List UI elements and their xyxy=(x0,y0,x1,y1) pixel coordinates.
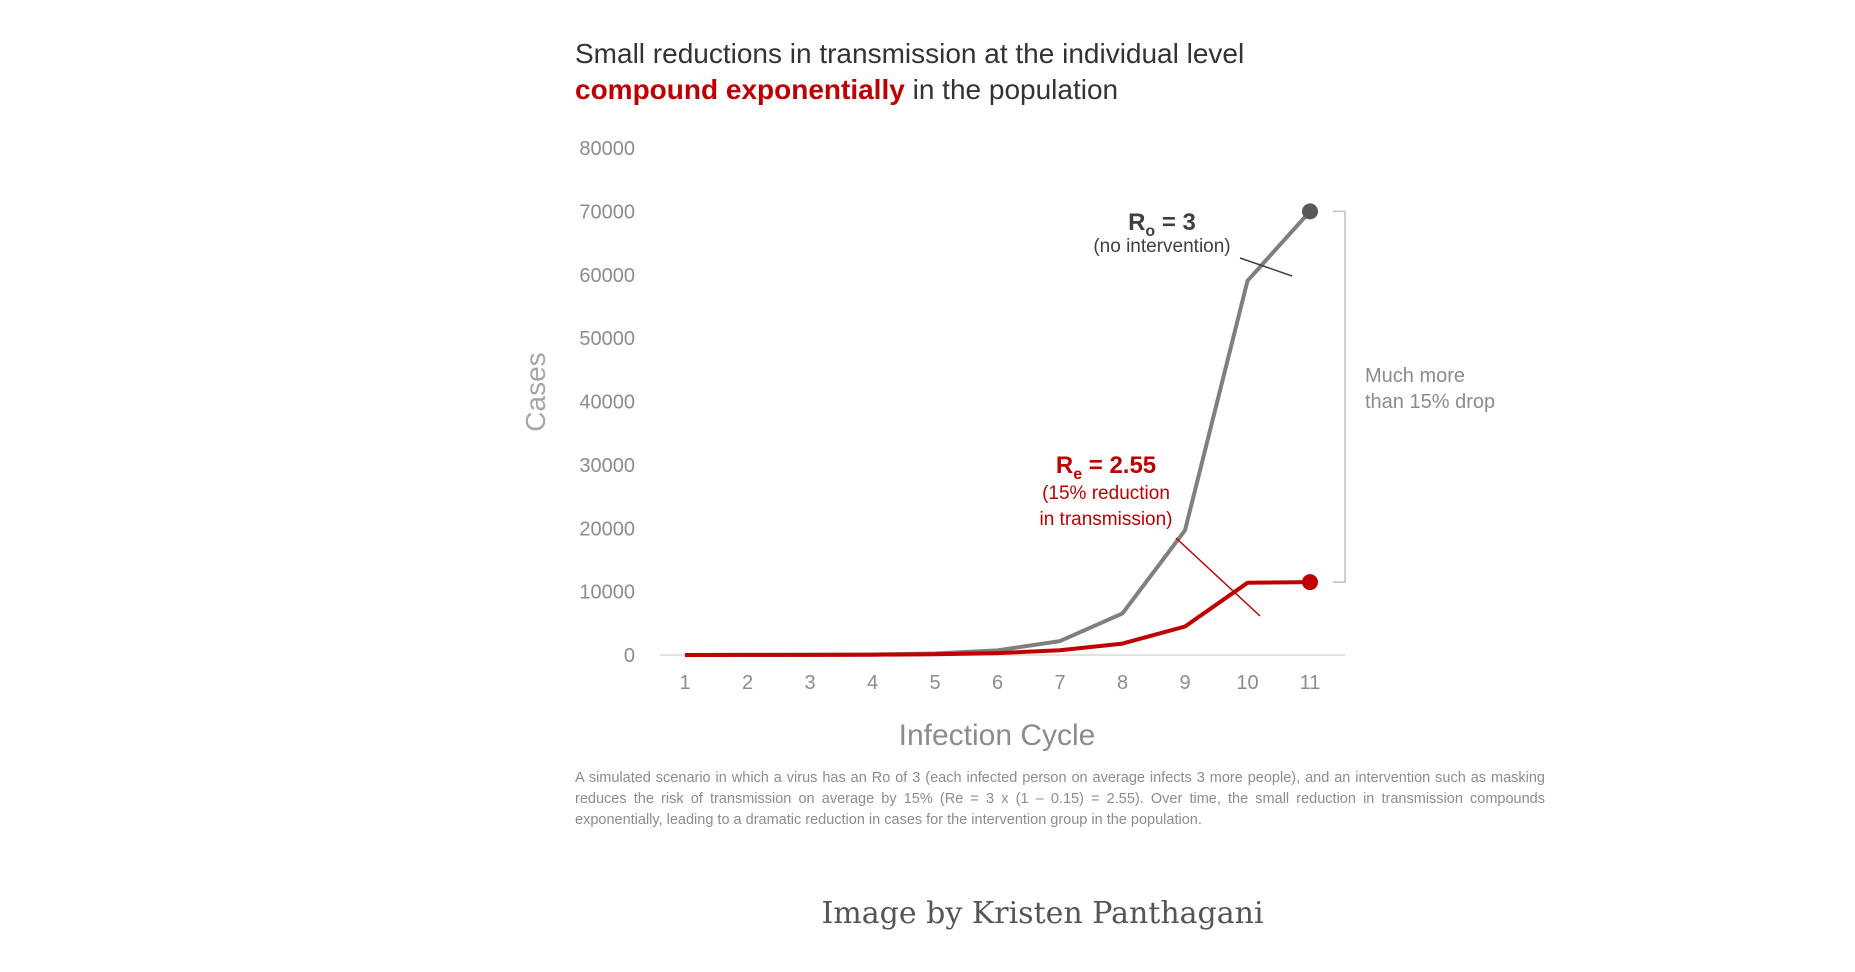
bracket-annotation-line-1: Much more xyxy=(1365,365,1465,387)
series-r0-label-value: = 3 xyxy=(1155,209,1196,236)
x-tick-label: 4 xyxy=(867,672,878,694)
y-tick-label: 10000 xyxy=(579,582,635,604)
y-axis-label: Cases xyxy=(520,352,551,431)
series-re-note-line-2: in transmission) xyxy=(1039,509,1172,530)
x-tick-label: 8 xyxy=(1117,672,1128,694)
series-r0-label-sub: o xyxy=(1145,223,1155,240)
series-re-line xyxy=(684,580,1311,657)
x-tick-label: 9 xyxy=(1179,672,1190,694)
x-axis-label: Infection Cycle xyxy=(899,719,1096,752)
y-tick-label: 70000 xyxy=(579,201,635,223)
series-re-note-line-1: (15% reduction xyxy=(1042,483,1170,504)
x-axis-ticks: 1 2 3 4 5 6 7 8 9 10 11 xyxy=(679,672,1320,694)
series-r0-note: (no intervention) xyxy=(1093,236,1230,257)
series-re-label: Re = 2.55 xyxy=(1056,452,1156,483)
y-tick-label: 80000 xyxy=(579,138,635,160)
series-re-endpoint xyxy=(1302,574,1318,591)
series-r0-endpoint xyxy=(1302,203,1318,220)
chart-title-line-1: Small reductions in transmission at the … xyxy=(575,38,1245,69)
series-re-label-sub: e xyxy=(1073,466,1082,483)
line-chart: 0 10000 20000 30000 40000 50000 60000 70000 8000… xyxy=(520,138,1495,752)
chart-caption: A simulated scenario in which a virus ha… xyxy=(575,770,1545,828)
x-tick-label: 5 xyxy=(929,672,940,694)
y-tick-label: 20000 xyxy=(579,518,635,540)
series-r0-label: Ro = 3 xyxy=(1128,209,1196,240)
y-tick-label: 40000 xyxy=(579,392,635,414)
y-tick-label: 30000 xyxy=(579,455,635,477)
y-axis-ticks: 0 10000 20000 30000 40000 50000 60000 70000 8000… xyxy=(579,138,635,667)
bracket-annotation-line-2: than 15% drop xyxy=(1365,391,1495,413)
x-tick-label: 2 xyxy=(742,672,753,694)
difference-bracket xyxy=(1333,210,1346,583)
y-tick-label: 0 xyxy=(624,645,635,667)
x-tick-label: 3 xyxy=(804,672,815,694)
series-r0-label-main: R xyxy=(1128,209,1145,236)
image-credit: Image by Kristen Panthagani xyxy=(821,896,1264,931)
series-r0-line xyxy=(684,210,1312,657)
x-tick-label: 7 xyxy=(1054,672,1065,694)
series-re-leader-line xyxy=(1175,537,1261,617)
y-tick-label: 60000 xyxy=(579,265,635,287)
chart-title-rest: in the population xyxy=(904,74,1119,105)
x-tick-label: 11 xyxy=(1300,672,1321,694)
chart-title-emphasis: compound exponentially xyxy=(575,74,905,105)
chart-title-line-2: compound exponentially in the population xyxy=(575,74,1118,106)
x-tick-label: 10 xyxy=(1236,672,1258,694)
y-tick-label: 50000 xyxy=(579,328,635,350)
series-re-label-main: R xyxy=(1056,452,1073,479)
series-re-label-value: = 2.55 xyxy=(1082,452,1156,479)
x-tick-label: 1 xyxy=(679,672,690,694)
x-tick-label: 6 xyxy=(992,672,1003,694)
series-r0-leader-line xyxy=(1239,257,1293,277)
